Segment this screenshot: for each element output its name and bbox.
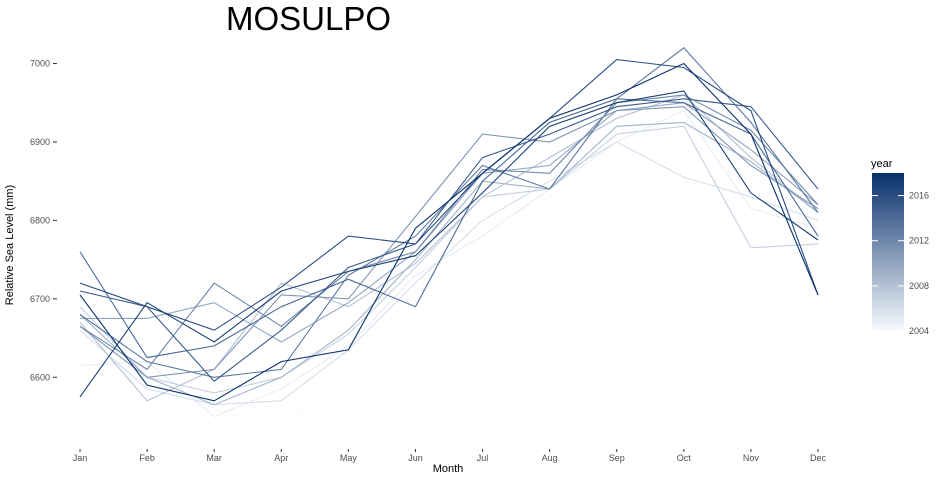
series-line-2006: [79, 141, 819, 406]
legend-title: year: [871, 158, 893, 170]
legend-tick-label: 2012: [909, 236, 929, 246]
legend-tick-label: 2008: [909, 281, 929, 291]
y-axis: 6600 6700 6800 6900 7000: [30, 59, 57, 382]
x-tick-label: Jan: [73, 453, 88, 463]
x-axis-label: Month: [433, 463, 464, 475]
legend: year 2004 2008 2012 2016: [871, 158, 929, 336]
y-tick-label: 6900: [30, 137, 50, 147]
series-line-2015: [79, 98, 819, 382]
x-tick-label: Feb: [139, 453, 155, 463]
x-tick-label: Jul: [477, 453, 489, 463]
legend-colorbar: [872, 173, 904, 331]
legend-tick-label: 2004: [909, 326, 929, 336]
y-tick-label: 6600: [30, 372, 50, 382]
x-tick-label: Oct: [677, 453, 692, 463]
x-tick-label: Nov: [743, 453, 760, 463]
series-line-2016: [79, 59, 819, 331]
series-line-2009: [79, 121, 819, 406]
series-line-2018: [79, 62, 819, 402]
series-line-2017: [79, 90, 819, 398]
chart-title: MOSULPO: [226, 0, 391, 37]
x-tick-label: May: [340, 453, 358, 463]
series-layer: [79, 47, 819, 429]
series-line-2004: [79, 121, 819, 429]
x-axis: Jan Feb Mar Apr May Jun Jul Aug Sep Oct Nov Dec: [73, 449, 827, 463]
series-line-2014: [79, 98, 819, 359]
x-tick-label: Apr: [274, 453, 288, 463]
x-tick-label: Sep: [609, 453, 625, 463]
series-line-2012: [79, 94, 819, 371]
x-tick-label: Dec: [810, 453, 827, 463]
legend-tick-label: 2016: [909, 191, 929, 201]
x-tick-label: Mar: [206, 453, 222, 463]
x-tick-label: Aug: [542, 453, 558, 463]
series-line-2007: [79, 125, 819, 394]
x-tick-label: Jun: [408, 453, 423, 463]
series-line-2005: [79, 109, 819, 418]
series-line-2010: [80, 102, 819, 343]
y-tick-label: 7000: [30, 59, 50, 69]
y-tick-label: 6700: [30, 294, 50, 304]
series-line-2011: [79, 106, 819, 378]
y-axis-label: Relative Sea Level (mm): [4, 185, 16, 305]
y-tick-label: 6800: [30, 215, 50, 225]
